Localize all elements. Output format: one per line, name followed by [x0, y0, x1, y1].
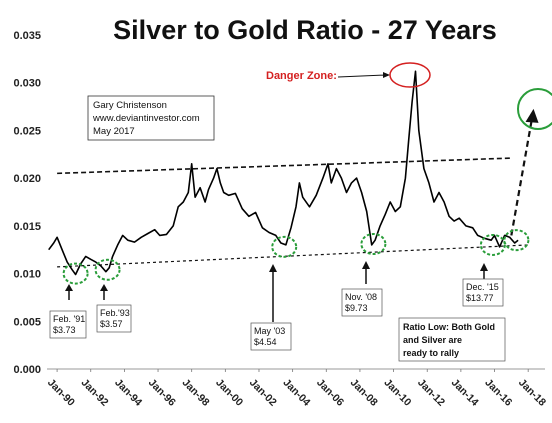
- y-axis: 0.000 0.005 0.010 0.015 0.020 0.025 0.030 0.035: [13, 30, 41, 376]
- ratio-low-note: Ratio Low: Both Gold and Silver are read…: [398, 317, 506, 362]
- ratio-low-line-2: and Silver are: [403, 335, 462, 345]
- x-tick-label: Jan-94: [112, 377, 144, 409]
- series-layer: [48, 70, 519, 276]
- low-markers: [62, 229, 530, 285]
- low-marker-circle: [360, 232, 387, 255]
- y-tick-label: 0.025: [13, 125, 41, 137]
- credit-author: Gary Christenson: [93, 100, 167, 111]
- upper-trend-line: [57, 157, 512, 175]
- callout-arrows: [65, 261, 488, 322]
- callout-box: [462, 278, 504, 307]
- x-tick-label: Jan-10: [381, 377, 413, 409]
- low-marker-circle: [94, 258, 121, 281]
- arrowhead-feb-91: [65, 284, 73, 291]
- callout-box: [341, 288, 383, 317]
- chart-title: Silver to Gold Ratio - 27 Years: [113, 15, 497, 45]
- callout-box: [96, 304, 132, 333]
- x-tick-label: Jan-02: [247, 377, 279, 409]
- callout-box: [250, 322, 292, 351]
- callout-nov-08: Nov. '08 $9.73: [341, 288, 383, 317]
- danger-zone-arrowhead: [383, 72, 390, 78]
- low-marker-circle: [479, 233, 506, 256]
- callout-dec-15: Dec. '15 $13.77: [462, 278, 504, 307]
- y-tick-label: 0.020: [13, 173, 41, 185]
- ratio-low-line-1: Ratio Low: Both Gold: [403, 322, 495, 332]
- callout-date: Nov. '08: [345, 292, 377, 302]
- lower-trend-line: [57, 244, 529, 268]
- x-tick-label: Jan-12: [415, 377, 447, 409]
- callout-date: Feb.'93: [100, 308, 130, 318]
- x-tick-label: Jan-14: [449, 377, 481, 409]
- x-tick-label: Jan-90: [45, 377, 77, 409]
- danger-zone-label: Danger Zone:: [266, 70, 337, 82]
- credit-box-frame: [87, 95, 215, 141]
- ratio-series-line: [48, 70, 519, 276]
- arrowhead-may-03: [269, 264, 277, 272]
- ratio-low-box: [398, 317, 506, 362]
- x-tick-label: Jan-00: [213, 377, 245, 409]
- y-tick-label: 0.000: [13, 364, 41, 376]
- x-tick-label: Jan-06: [314, 377, 346, 409]
- low-marker-circle: [271, 235, 298, 258]
- callout-price: $13.77: [466, 293, 494, 303]
- danger-zone-circle: [389, 62, 431, 88]
- callout-date: May '03: [254, 326, 285, 336]
- arrowhead-nov-08: [362, 261, 370, 269]
- credit-box: Gary Christenson www.deviantinvestor.com…: [87, 95, 215, 141]
- y-tick-label: 0.010: [13, 269, 41, 281]
- target-circle: [517, 88, 552, 130]
- arrowhead-dec-15: [480, 263, 488, 271]
- x-tick-label: Jan-08: [348, 377, 380, 409]
- ratio-low-line-3: ready to rally: [403, 348, 459, 358]
- danger-zone-pointer: [337, 74, 387, 78]
- x-tick-label: Jan-04: [281, 377, 313, 409]
- callout-feb-91: Feb. '91 $3.73: [49, 310, 87, 339]
- callout-feb-93: Feb.'93 $3.57: [96, 304, 132, 333]
- callout-date: Feb. '91: [53, 314, 85, 324]
- y-tick-label: 0.030: [13, 78, 41, 90]
- callout-price: $3.73: [53, 325, 76, 335]
- low-marker-circle: [62, 262, 89, 285]
- y-tick-label: 0.035: [13, 30, 41, 42]
- arrowhead-feb-93: [100, 284, 108, 291]
- callout-price: $4.54: [254, 337, 277, 347]
- x-tick-label: Jan-92: [79, 377, 111, 409]
- callout-date: Dec. '15: [466, 282, 499, 292]
- x-axis: Jan-90 Jan-92 Jan-94 Jan-96 Jan-98 Jan-00 Jan-…: [45, 368, 548, 409]
- y-tick-label: 0.015: [13, 221, 41, 233]
- callout-price: $3.57: [100, 319, 123, 329]
- x-tick-label: Jan-96: [146, 377, 178, 409]
- low-marker-circle: [503, 229, 530, 252]
- x-tick-label: Jan-16: [482, 377, 514, 409]
- y-tick-label: 0.005: [13, 316, 41, 328]
- callout-box: [49, 310, 87, 339]
- x-tick-label: Jan-98: [180, 377, 212, 409]
- credit-site: www.deviantinvestor.com: [92, 113, 200, 124]
- callout-price: $9.73: [345, 303, 368, 313]
- callout-may-03: May '03 $4.54: [250, 322, 292, 351]
- trend-lines: [57, 108, 539, 268]
- projection-arrowhead: [525, 108, 539, 123]
- credit-date: May 2017: [93, 126, 135, 137]
- x-tick-label: Jan-18: [516, 377, 548, 409]
- projection-line: [510, 120, 533, 236]
